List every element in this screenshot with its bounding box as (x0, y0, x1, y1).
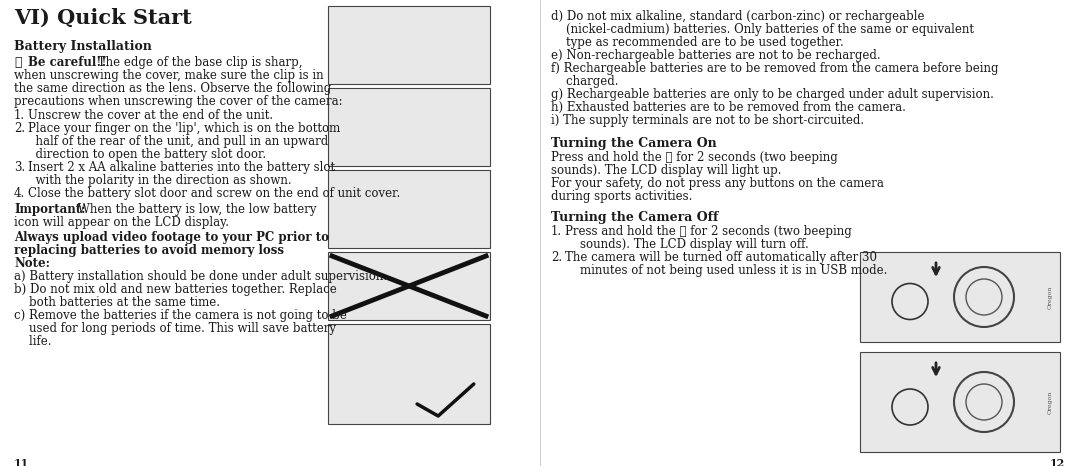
Text: sounds). The LCD display will turn off.: sounds). The LCD display will turn off. (565, 238, 809, 251)
Text: used for long periods of time. This will save battery: used for long periods of time. This will… (14, 322, 336, 335)
Text: half of the rear of the unit, and pull in an upward: half of the rear of the unit, and pull i… (28, 135, 328, 148)
Text: Press and hold the ⏻ for 2 seconds (two beeping: Press and hold the ⏻ for 2 seconds (two … (565, 225, 852, 238)
Text: Battery Installation: Battery Installation (14, 40, 152, 53)
Text: Place your finger on the 'lip', which is on the bottom: Place your finger on the 'lip', which is… (28, 122, 340, 135)
Text: icon will appear on the LCD display.: icon will appear on the LCD display. (14, 216, 229, 229)
Text: f) Rechargeable batteries are to be removed from the camera before being: f) Rechargeable batteries are to be remo… (551, 62, 999, 75)
Text: When the battery is low, the low battery: When the battery is low, the low battery (75, 203, 316, 216)
Bar (860, 352, 1059, 452)
Text: with the polarity in the direction as shown.: with the polarity in the direction as sh… (28, 174, 292, 187)
Text: Unscrew the cover at the end of the unit.: Unscrew the cover at the end of the unit… (28, 109, 273, 122)
Text: g) Rechargeable batteries are only to be charged under adult supervision.: g) Rechargeable batteries are only to be… (551, 88, 994, 101)
Text: Oregon: Oregon (1048, 391, 1053, 414)
Text: Turning the Camera On: Turning the Camera On (551, 137, 717, 150)
Text: Oregon: Oregon (1048, 285, 1053, 308)
Text: minutes of not being used unless it is in USB mode.: minutes of not being used unless it is i… (565, 264, 888, 277)
Text: ⚠: ⚠ (14, 56, 22, 69)
Text: 2.: 2. (14, 122, 25, 135)
Text: sounds). The LCD display will light up.: sounds). The LCD display will light up. (551, 164, 782, 177)
Text: a) Battery installation should be done under adult supervision.: a) Battery installation should be done u… (14, 270, 387, 283)
Text: replacing batteries to avoid memory loss: replacing batteries to avoid memory loss (14, 244, 284, 257)
Text: Always upload video footage to your PC prior to: Always upload video footage to your PC p… (14, 231, 329, 244)
Text: Note:: Note: (14, 257, 50, 270)
Bar (328, 170, 490, 248)
Text: Press and hold the ⏻ for 2 seconds (two beeping: Press and hold the ⏻ for 2 seconds (two … (551, 151, 838, 164)
Text: Close the battery slot door and screw on the end of unit cover.: Close the battery slot door and screw on… (28, 187, 401, 200)
Text: c) Remove the batteries if the camera is not going to be: c) Remove the batteries if the camera is… (14, 309, 347, 322)
Text: 4.: 4. (14, 187, 25, 200)
Text: The edge of the base clip is sharp,: The edge of the base clip is sharp, (94, 56, 302, 69)
Text: life.: life. (14, 335, 52, 348)
Text: Insert 2 x AA alkaline batteries into the battery slot: Insert 2 x AA alkaline batteries into th… (28, 161, 335, 174)
Text: both batteries at the same time.: both batteries at the same time. (14, 296, 220, 309)
Text: 1.: 1. (14, 109, 25, 122)
Text: 3.: 3. (14, 161, 25, 174)
Text: the same direction as the lens. Observe the following: the same direction as the lens. Observe … (14, 82, 332, 95)
Text: Turning the Camera Off: Turning the Camera Off (551, 211, 718, 224)
Text: 12: 12 (1050, 458, 1065, 466)
Text: when unscrewing the cover, make sure the clip is in: when unscrewing the cover, make sure the… (14, 69, 324, 82)
Bar (860, 252, 1059, 342)
Text: Be careful!!: Be careful!! (28, 56, 107, 69)
Bar (328, 252, 490, 320)
Text: charged.: charged. (551, 75, 619, 88)
Text: 11: 11 (14, 458, 29, 466)
Text: 2.: 2. (551, 251, 562, 264)
Text: type as recommended are to be used together.: type as recommended are to be used toget… (551, 36, 843, 49)
Text: (nickel-cadmium) batteries. Only batteries of the same or equivalent: (nickel-cadmium) batteries. Only batteri… (551, 23, 974, 36)
Text: 1.: 1. (551, 225, 562, 238)
Text: i) The supply terminals are not to be short-circuited.: i) The supply terminals are not to be sh… (551, 114, 864, 127)
Bar (328, 6, 490, 84)
Text: The camera will be turned off automatically after 30: The camera will be turned off automatica… (565, 251, 877, 264)
Text: precautions when unscrewing the cover of the camera:: precautions when unscrewing the cover of… (14, 95, 342, 108)
Text: b) Do not mix old and new batteries together. Replace: b) Do not mix old and new batteries toge… (14, 283, 337, 296)
Text: VI) Quick Start: VI) Quick Start (14, 8, 192, 28)
Text: d) Do not mix alkaline, standard (carbon-zinc) or rechargeable: d) Do not mix alkaline, standard (carbon… (551, 10, 924, 23)
Bar (328, 324, 490, 424)
Text: during sports activities.: during sports activities. (551, 190, 692, 203)
Bar (328, 88, 490, 166)
Text: For your safety, do not press any buttons on the camera: For your safety, do not press any button… (551, 177, 883, 190)
Text: direction to open the battery slot door.: direction to open the battery slot door. (28, 148, 266, 161)
Text: e) Non-rechargeable batteries are not to be recharged.: e) Non-rechargeable batteries are not to… (551, 49, 880, 62)
Text: h) Exhausted batteries are to be removed from the camera.: h) Exhausted batteries are to be removed… (551, 101, 906, 114)
Text: Important:: Important: (14, 203, 85, 216)
